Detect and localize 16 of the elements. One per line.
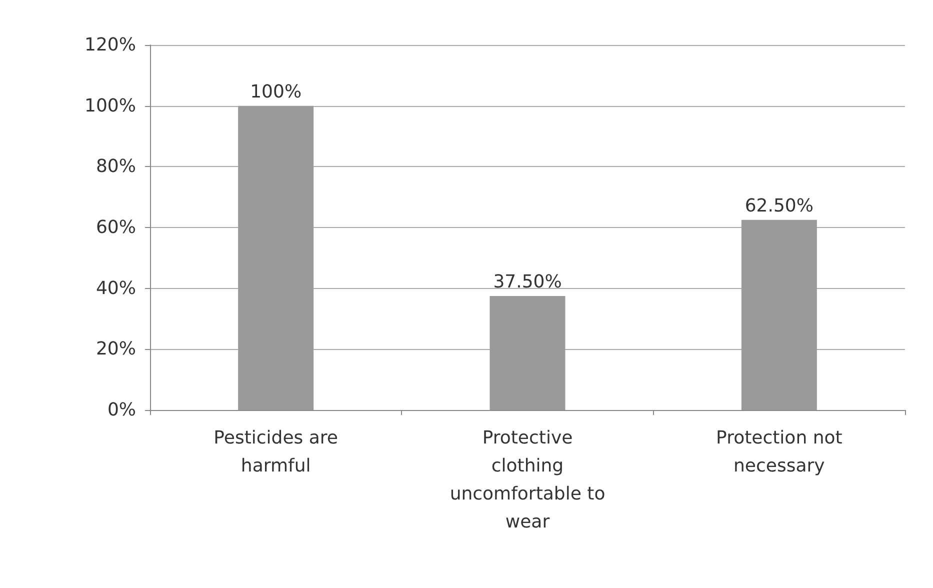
data-label: 100% [250,81,302,102]
y-tick-label: 0% [107,400,136,420]
data-label: 37.50% [493,271,562,292]
x-tick-label: Pesticides are harmful [214,428,338,476]
bar [238,106,314,410]
x-tick-label: Protective clothing uncomfortable to wear [450,428,606,532]
y-tick-label: 20% [96,338,136,360]
bar [741,220,817,410]
y-tick-label: 40% [96,278,136,299]
x-tick-label: Protection not necessary [716,428,842,476]
data-label: 62.50% [744,195,814,216]
y-tick-label: 80% [96,156,136,178]
y-tick-label: 60% [96,217,136,238]
bar [490,296,566,410]
y-tick-label: 120% [84,34,136,56]
y-tick-label: 100% [84,95,136,116]
